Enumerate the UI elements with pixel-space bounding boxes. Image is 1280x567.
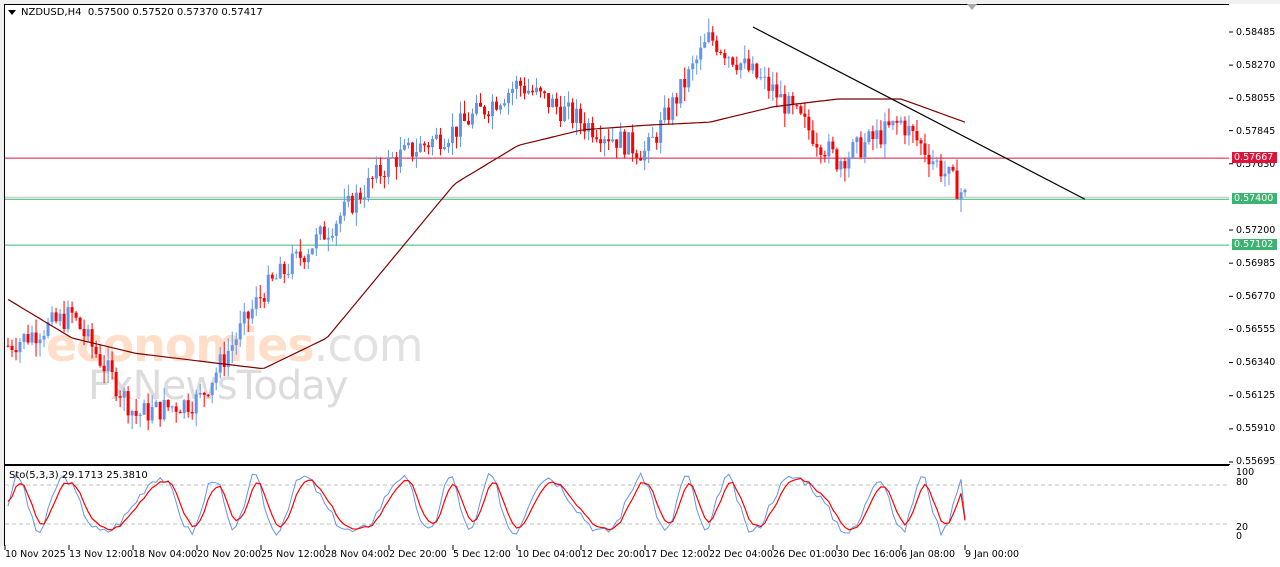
stochastic-label: Sto(5,3,3) 29.1713 25.3810 [9, 470, 148, 481]
dropdown-triangle-icon[interactable] [8, 9, 16, 15]
chart-shift-marker-icon[interactable] [967, 4, 977, 10]
price-tick-label: 0.55910 [1236, 423, 1276, 434]
price-tick-label: 0.56770 [1236, 291, 1276, 302]
ohlc-values: 0.57500 0.57520 0.57370 0.57417 [87, 7, 263, 18]
stoch-axis-100: 100 [1236, 467, 1255, 478]
time-tick-label: 12 Dec 20:00 [581, 549, 645, 560]
stoch-axis-20: 20 [1236, 522, 1249, 533]
time-axis[interactable] [0, 546, 1280, 567]
price-tick-label: 0.58270 [1236, 60, 1276, 71]
stochastic-axis [1229, 465, 1280, 547]
price-axis[interactable] [1229, 4, 1280, 464]
price-tick-label: 0.58055 [1236, 93, 1276, 104]
resistance-price-badge: 0.57667 [1232, 152, 1277, 163]
time-tick-label: 9 Jan 00:00 [965, 549, 1020, 560]
price-tick-label: 0.57200 [1236, 225, 1276, 236]
time-tick-label: 28 Nov 04:00 [325, 549, 390, 560]
time-tick-label: 25 Nov 12:00 [261, 549, 326, 560]
time-tick-label: 18 Nov 04:00 [133, 549, 198, 560]
stochastic-panel[interactable] [4, 465, 1230, 547]
stoch-axis-80: 80 [1236, 477, 1249, 488]
time-tick-label: 2 Dec 20:00 [389, 549, 447, 560]
price-tick-label: 0.56985 [1236, 258, 1276, 269]
stoch-axis-0: 0 [1236, 531, 1243, 542]
time-tick-label: 6 Jan 08:00 [901, 549, 956, 560]
time-tick-label: 17 Dec 12:00 [645, 549, 709, 560]
price-tick-label: 0.56125 [1236, 390, 1276, 401]
price-tick-label: 0.57845 [1236, 126, 1276, 137]
time-tick-label: 10 Nov 2025 [5, 549, 66, 560]
price-tick-label: 0.55695 [1236, 456, 1276, 467]
price-tick-label: 0.56555 [1236, 324, 1276, 335]
price-tick-label: 0.57630 [1236, 159, 1276, 170]
price-tick-label: 0.56340 [1236, 357, 1276, 368]
time-tick-label: 13 Nov 12:00 [69, 549, 134, 560]
time-tick-label: 20 Nov 20:00 [197, 549, 262, 560]
main-chart-panel[interactable] [4, 4, 1230, 465]
time-tick-label: 22 Dec 04:00 [709, 549, 773, 560]
support-price-badge-2: 0.57102 [1232, 239, 1277, 250]
time-tick-label: 10 Dec 04:00 [517, 549, 581, 560]
chart-title: NZDUSD,H4 0.57500 0.57520 0.57370 0.5741… [8, 7, 263, 18]
support-price-badge: 0.57400 [1232, 193, 1277, 204]
price-tick-label: 0.58485 [1236, 27, 1276, 38]
time-tick-label: 26 Dec 01:00 [773, 549, 837, 560]
watermark-fxnewstoday: FxNewsToday [88, 363, 348, 409]
time-tick-label: 5 Dec 12:00 [453, 549, 511, 560]
symbol-label: NZDUSD,H4 [21, 7, 82, 18]
time-tick-label: 30 Dec 16:00 [837, 549, 901, 560]
